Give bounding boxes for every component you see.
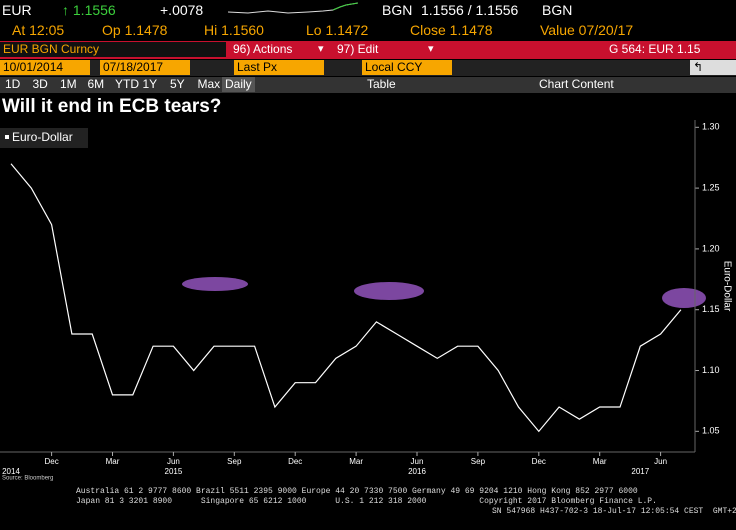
legend-label: Euro-Dollar	[12, 130, 73, 144]
year-label: 2016	[408, 467, 426, 476]
x-tick-label: Dec	[44, 457, 58, 466]
period-button[interactable]: 1D	[5, 77, 21, 91]
source: Source: Bloomberg	[2, 476, 53, 482]
period-bar	[0, 77, 736, 93]
y-axis-title: Euro-Dollar	[721, 261, 732, 312]
currency: BGN	[382, 2, 413, 18]
year-label: 2014	[2, 467, 20, 476]
series-line	[10, 163, 682, 433]
chart-title: Will it end in ECB tears?	[2, 96, 222, 117]
edit-menu[interactable]: 97) Edit	[337, 42, 379, 56]
footer-line: Japan 81 3 3201 8900 Singapore 65 6212 1…	[76, 497, 657, 506]
stat: Lo 1.1472	[306, 22, 369, 38]
table-button[interactable]: Table	[367, 77, 396, 91]
x-tick-label: Mar	[593, 457, 607, 466]
sparkline	[228, 2, 358, 14]
stat: Value 07/20/17	[540, 22, 634, 38]
stat: Op 1.1478	[102, 22, 168, 38]
bid-ask: 1.1556 / 1.1556	[421, 2, 519, 18]
highlight	[182, 277, 248, 291]
footer-line: SN 547968 H437-702-3 18-Jul-17 12:05:54 …	[492, 507, 736, 516]
security[interactable]: EUR BGN Curncy	[0, 42, 226, 57]
x-tick-label: Mar	[349, 457, 363, 466]
stat: Hi 1.1560	[204, 22, 264, 38]
legend-box	[0, 128, 88, 148]
end-date[interactable]: 07/18/2017	[100, 60, 190, 75]
dropdown-icon: ▾	[318, 43, 324, 55]
y-tick-label: 1.20	[702, 243, 720, 253]
last-price: ↑ 1.1556	[62, 2, 116, 18]
dropdown-icon: ▾	[428, 43, 434, 55]
frequency[interactable]: Daily	[222, 77, 255, 92]
x-tick-label: Mar	[106, 457, 120, 466]
y-tick-label: 1.15	[702, 304, 720, 314]
undo[interactable]: ↰	[690, 60, 736, 75]
x-tick-label: Dec	[288, 457, 302, 466]
page-title: G 564: EUR 1.15	[609, 42, 701, 56]
y-tick-label: 1.10	[702, 365, 720, 375]
period-button[interactable]: YTD	[115, 77, 139, 91]
highlight	[662, 288, 706, 308]
period-button[interactable]: 6M	[87, 77, 105, 91]
x-tick-label: Jun	[167, 457, 180, 466]
period-button[interactable]: 5Y	[170, 77, 185, 91]
year-label: 2015	[165, 467, 183, 476]
start-date[interactable]: 10/01/2014	[0, 60, 90, 75]
chart-content-button[interactable]: Chart Content	[539, 77, 614, 91]
field[interactable]: Last Px	[234, 60, 324, 75]
period-button[interactable]: 3D	[32, 77, 48, 91]
legend-swatch	[5, 135, 9, 139]
x-tick-label: Sep	[227, 457, 242, 466]
x-tick-label: Jun	[411, 457, 424, 466]
chart: Euro-Dollar Euro-Dollar Source: Bloomber…	[0, 120, 732, 482]
currency: BGN	[542, 2, 573, 18]
period-button[interactable]: 1Y	[142, 77, 158, 91]
x-tick-label: Sep	[471, 457, 486, 466]
change: +.0078	[160, 2, 204, 18]
actions-menu[interactable]: 96) Actions	[233, 42, 293, 56]
y-tick-label: 1.25	[702, 182, 720, 192]
ticker: EUR	[2, 2, 32, 18]
currency-mode[interactable]: Local CCY	[362, 60, 452, 75]
year-label: 2017	[631, 467, 649, 476]
x-tick-label: Dec	[532, 457, 546, 466]
x-tick-label: Jun	[654, 457, 667, 466]
stat: At 12:05	[12, 22, 65, 38]
y-tick-label: 1.30	[702, 122, 720, 132]
y-tick-label: 1.05	[702, 426, 720, 436]
period-button[interactable]: 1M	[60, 77, 77, 91]
period-button[interactable]: Max	[197, 77, 221, 91]
highlight	[354, 282, 424, 300]
stat: Close 1.1478	[410, 22, 493, 38]
footer-line: Australia 61 2 9777 8600 Brazil 5511 239…	[76, 487, 638, 496]
